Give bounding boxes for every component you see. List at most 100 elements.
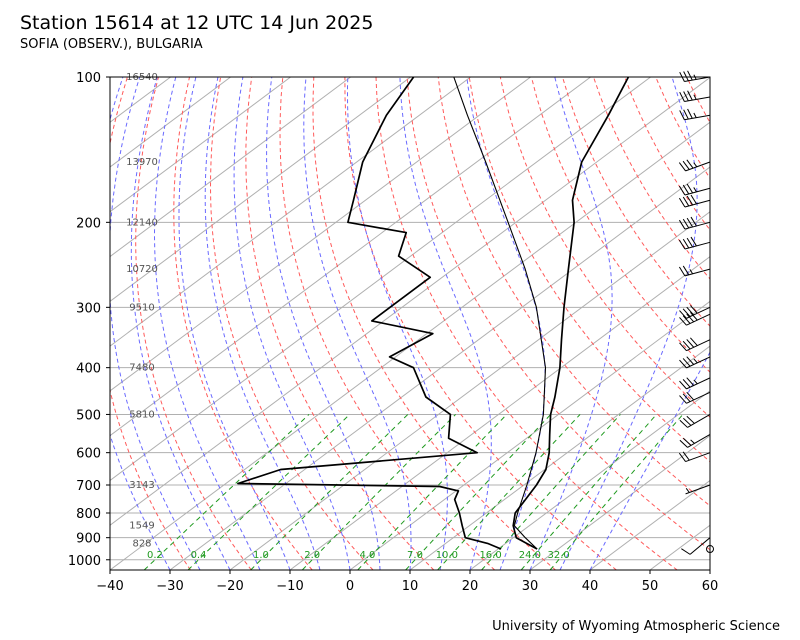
dry-adiabat	[686, 77, 710, 124]
barb-flag	[686, 217, 694, 228]
dry-adiabat	[245, 77, 435, 570]
mixing-ratio-label: 16.0	[479, 550, 501, 561]
barb-flag	[683, 417, 692, 426]
barb-flag	[679, 71, 685, 82]
dry-adiabat	[312, 77, 556, 570]
wind-barb	[706, 545, 714, 554]
wind-barbs	[678, 70, 714, 555]
isotherm-line	[409, 345, 710, 570]
wind-barb	[679, 377, 711, 390]
mixing-ratio-label: 2.0	[304, 550, 320, 561]
x-tick-label: −10	[276, 579, 303, 594]
credit-text: University of Wyoming Atmospheric Scienc…	[492, 619, 780, 634]
isotherm-line	[349, 300, 710, 570]
barb-flag	[689, 337, 698, 346]
barb-staff	[684, 187, 711, 196]
wind-barb	[678, 236, 711, 250]
barb-half	[685, 488, 690, 493]
mixing-ratio-line	[481, 414, 621, 570]
mixing-ratio-label: 7.0	[407, 550, 423, 561]
barb-flag	[682, 160, 690, 170]
barb-flag	[679, 419, 688, 428]
y-tick-label: 700	[76, 479, 101, 494]
mixing-ratio-line	[357, 414, 508, 570]
wind-barb	[679, 70, 711, 83]
isotherm-line	[110, 77, 171, 123]
barb-staff	[687, 414, 711, 428]
dry-adiabat	[593, 77, 710, 280]
barb-half	[693, 112, 697, 118]
x-tick-label: 30	[522, 579, 539, 594]
y-tick-label: 800	[76, 507, 101, 522]
wind-barb	[679, 312, 711, 326]
barb-flag	[678, 239, 686, 250]
barb-flag	[683, 71, 689, 82]
barb-flag	[683, 109, 689, 120]
barb-staff	[686, 356, 711, 369]
x-tick-label: −20	[216, 579, 243, 594]
barb-flag	[686, 339, 695, 348]
barb-flag	[690, 236, 697, 247]
mixing-ratio-label: 4.0	[359, 550, 375, 561]
barb-flag	[679, 91, 685, 102]
barb-half	[693, 358, 698, 364]
isotherm-line	[469, 390, 710, 570]
barb-flag	[682, 218, 690, 229]
moist-adiabat	[347, 77, 448, 570]
barb-staff	[686, 377, 711, 390]
barb-flag	[686, 237, 694, 248]
barb-half	[693, 187, 697, 193]
barb-flag	[683, 91, 689, 102]
isotherm-line	[589, 479, 710, 570]
mixing-ratio-label: 10.0	[436, 550, 458, 561]
barb-staff	[686, 339, 711, 352]
isotherm-line	[110, 77, 411, 302]
barb-staff	[685, 161, 711, 172]
barb-flag	[678, 219, 686, 230]
isotherm-line	[289, 255, 710, 570]
barb-flag	[686, 391, 695, 401]
moist-adiabat	[204, 77, 321, 570]
wind-barb	[679, 337, 711, 352]
dry-adiabat	[530, 77, 710, 373]
barb-half	[693, 379, 698, 385]
barb-flag	[686, 415, 695, 424]
dry-adiabat	[437, 77, 710, 507]
moist-adiabat	[266, 77, 381, 570]
barb-staff	[684, 241, 711, 250]
x-tick-label: 60	[702, 579, 719, 594]
barb-flag	[686, 183, 694, 194]
x-tick-label: 10	[402, 579, 419, 594]
dry-adiabat	[375, 77, 678, 570]
isotherm-line	[169, 166, 710, 570]
barb-flag	[682, 308, 691, 317]
barb-flag	[682, 184, 690, 195]
isotherm-line	[110, 77, 471, 347]
dry-adiabat	[279, 77, 496, 570]
barb-flag	[686, 356, 695, 365]
chart-title: Station 15614 at 12 UTC 14 Jun 2025	[20, 12, 374, 34]
wind-barb	[678, 216, 711, 230]
barb-flag	[679, 110, 685, 120]
dry-adiabat	[344, 77, 617, 570]
height-label: 9510	[129, 302, 154, 313]
height-label: 7480	[129, 363, 154, 374]
barb-flag	[682, 379, 691, 388]
mixing-ratio-line	[143, 414, 310, 570]
y-tick-label: 600	[76, 447, 101, 462]
x-tick-label: 0	[346, 579, 354, 594]
barb-flag	[687, 90, 693, 101]
barb-flag	[678, 162, 686, 172]
height-label: 13970	[126, 157, 158, 168]
barb-half	[689, 269, 694, 275]
barb-staff	[684, 114, 711, 121]
moist-adiabat	[559, 77, 698, 570]
dry-adiabat	[406, 77, 710, 551]
dry-adiabat	[468, 77, 710, 463]
barb-half	[690, 439, 695, 444]
barb-staff	[685, 484, 711, 495]
dry-adiabat	[499, 77, 710, 418]
wind-barb	[685, 484, 711, 495]
barb-flag	[678, 266, 686, 277]
moist-adiabat	[529, 77, 613, 570]
